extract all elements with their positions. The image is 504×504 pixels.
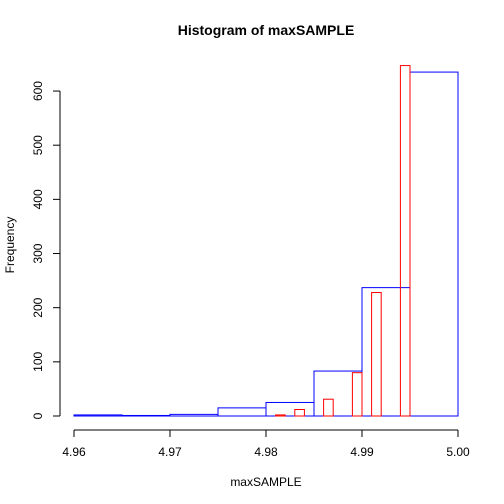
histogram-bar-series-1: [409, 71, 459, 417]
y-tick-label: 300: [31, 243, 45, 263]
y-tick-label: 500: [31, 135, 45, 155]
histogram-bar-series-2: [371, 292, 382, 417]
x-tick-label: 4.97: [158, 445, 182, 459]
y-axis-label: Frequency: [3, 217, 17, 274]
histogram-bar-series-2: [399, 65, 411, 417]
histogram-bar-series-1: [361, 287, 411, 417]
histogram-bar-series-1: [73, 414, 123, 417]
histogram-bar-series-1: [169, 413, 219, 417]
histogram-bar-series-2: [294, 409, 305, 417]
histogram-bar-series-1: [265, 401, 315, 417]
bars-group: [73, 65, 459, 417]
x-tick-label: 5.00: [446, 445, 470, 459]
y-tick-label: 600: [31, 81, 45, 101]
chart-title: Histogram of maxSAMPLE: [178, 22, 355, 38]
histogram-bar-series-1: [313, 370, 363, 417]
x-axis-label: maxSAMPLE: [230, 475, 301, 489]
histogram-bar-series-2: [275, 414, 286, 417]
x-tick-label: 4.98: [254, 445, 278, 459]
y-tick-label: 200: [31, 297, 45, 317]
x-tick-label: 4.96: [62, 445, 86, 459]
y-tick-label: 400: [31, 189, 45, 209]
histogram-bar-series-2: [351, 372, 363, 417]
histogram-bar-series-1: [121, 414, 171, 417]
x-axis: 4.96 4.97 4.98 4.99 5.00: [62, 429, 470, 459]
y-tick-label: 0: [31, 412, 45, 419]
x-tick-label: 4.99: [350, 445, 374, 459]
y-axis: 0 100 200 300 400 500 600: [31, 81, 61, 419]
y-tick-label: 100: [31, 352, 45, 372]
histogram-bar-series-2: [323, 398, 334, 417]
histogram-bar-series-1: [217, 407, 267, 417]
